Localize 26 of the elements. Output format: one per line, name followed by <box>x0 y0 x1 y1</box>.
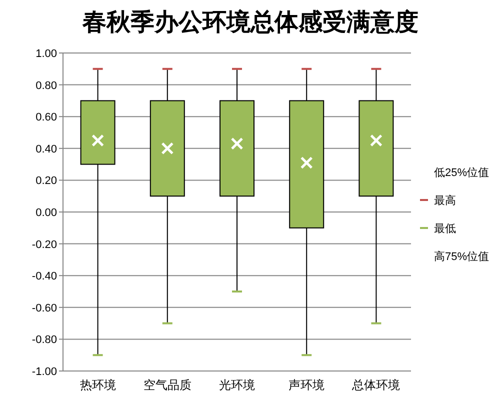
text: 最高 <box>434 194 456 207</box>
x-tick-label: 空气品质 <box>143 378 192 392</box>
point <box>92 134 104 147</box>
y-tick-label: 1.00 <box>36 48 57 60</box>
y-tick-label: -0.20 <box>32 238 57 251</box>
y-tick-label: 0.60 <box>36 112 57 124</box>
x-tick-label: 光环境 <box>219 378 255 392</box>
text: 最低 <box>434 223 456 235</box>
y-tick-label: 0.80 <box>36 80 57 92</box>
point <box>161 142 174 155</box>
text: 低25%位值 <box>434 167 490 179</box>
y-tick-label: -1.00 <box>32 366 57 378</box>
y-tick-label: -0.60 <box>32 302 57 314</box>
y-tick-label: 0.40 <box>36 143 57 156</box>
y-tick-label: -0.80 <box>32 334 57 346</box>
point <box>370 134 382 147</box>
x-tick-label: 声环境 <box>288 378 325 392</box>
point <box>300 156 313 169</box>
point <box>230 137 244 150</box>
title: 春秋季办公环境总体感受满意度 <box>82 9 418 36</box>
y-tick-label: 0.20 <box>36 175 57 188</box>
x-tick-label: 总体环境 <box>351 378 400 392</box>
x-tick-label: 热环境 <box>80 378 116 392</box>
y-tick-label: -0.40 <box>32 270 57 283</box>
text: 高75%位值 <box>434 250 490 263</box>
y-tick-label: 0.00 <box>36 207 57 219</box>
